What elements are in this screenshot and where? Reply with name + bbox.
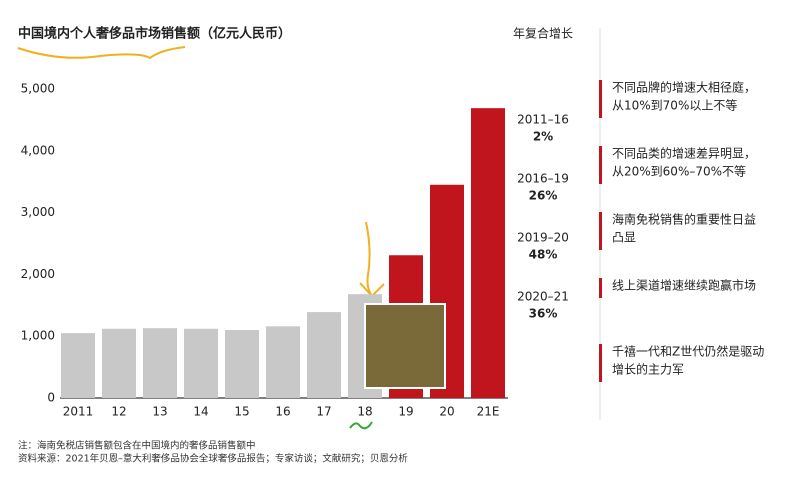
bar (102, 328, 136, 398)
note-marker (599, 146, 602, 184)
note-marker (599, 212, 602, 250)
y-tick-label: 0 (47, 391, 55, 405)
note-text: 从20%到60%–70%不等 (612, 165, 746, 179)
x-tick-label: 19 (398, 405, 413, 419)
cagr-value: 2% (533, 130, 553, 144)
x-tick-label: 13 (152, 405, 167, 419)
cagr-period: 2011–16 (517, 113, 569, 127)
note-text: 增长的主力军 (612, 362, 684, 377)
y-tick-label: 2,000 (21, 267, 55, 281)
cagr-period: 2016–19 (517, 172, 569, 186)
note-text: 不同品牌的增速大相径庭， (612, 80, 756, 95)
cagr-value: 48% (529, 248, 558, 262)
x-tick-label: 17 (316, 405, 331, 419)
x-tick-label: 14 (193, 405, 208, 419)
note-text: 凸显 (612, 231, 636, 245)
x-tick-label: 18 (357, 405, 372, 419)
bar (266, 326, 300, 398)
x-tick-label: 20 (439, 405, 454, 419)
y-tick-label: 3,000 (21, 205, 55, 219)
bar (143, 328, 177, 398)
note-text: 不同品类的增速差异明显， (612, 146, 756, 161)
note-text: 从10%到70%以上不等 (612, 99, 737, 113)
highlight-underline (17, 46, 186, 60)
photo-overlay (364, 303, 446, 389)
cagr-period: 2019–20 (517, 231, 569, 245)
bar (225, 330, 259, 398)
cagr-header: 年复合增长 (513, 26, 573, 41)
cagr-value: 26% (529, 189, 558, 203)
note-marker (599, 344, 602, 382)
hand-arrow (359, 221, 385, 298)
x-tick-label: 21E (477, 405, 500, 419)
cagr-period: 2020–21 (517, 290, 569, 304)
x-tick-label: 12 (111, 405, 126, 419)
cagr-value: 36% (529, 307, 558, 321)
x-tick-label: 16 (275, 405, 290, 419)
y-tick-label: 1,000 (21, 329, 55, 343)
footnote: 注：海南免税店销售额包含在中国境内的奢侈品销售额中 (18, 440, 256, 452)
y-tick-label: 5,000 (21, 82, 55, 96)
note-marker (599, 278, 602, 298)
x-tick-label: 15 (234, 405, 249, 419)
note-text: 海南免税销售的重要性日益 (612, 212, 756, 227)
note-text: 千禧一代和Z世代仍然是驱动 (612, 344, 764, 359)
x-tick-label: 2011 (63, 405, 94, 419)
y-tick-label: 4,000 (21, 143, 55, 157)
note-text: 线上渠道增速继续跑赢市场 (612, 278, 756, 293)
hand-mark (349, 421, 373, 430)
footnote: 资料来源：2021年贝恩–意大利奢侈品协会全球奢侈品报告；专家访谈；文献研究；贝… (18, 453, 408, 465)
bar (471, 108, 505, 399)
note-marker (599, 80, 602, 118)
chart-title: 中国境内个人奢侈品市场销售额（亿元人民币） (18, 26, 291, 42)
bar (307, 312, 341, 398)
bar (61, 333, 95, 398)
bar (184, 328, 218, 398)
